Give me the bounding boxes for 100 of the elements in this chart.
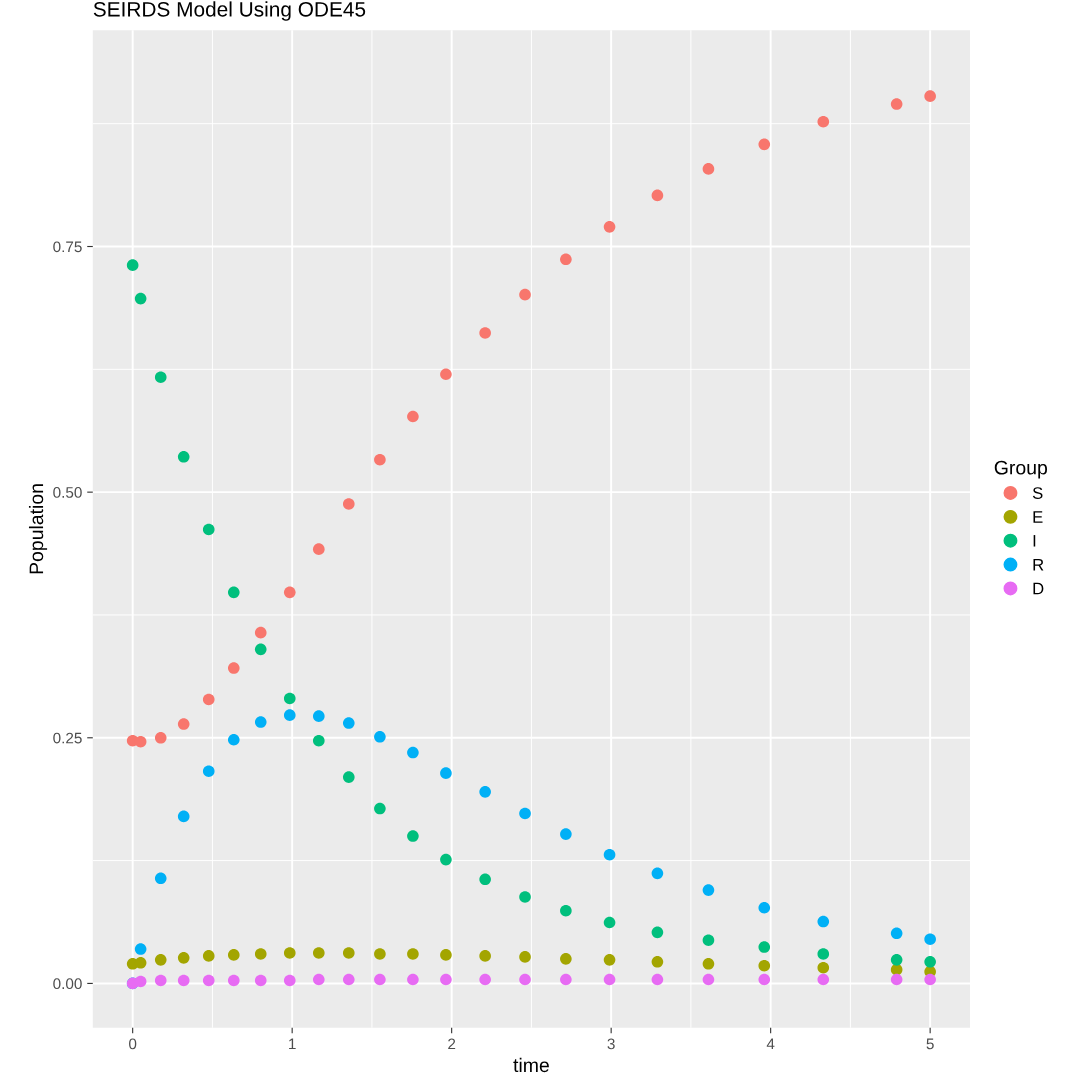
point — [342, 947, 355, 959]
point — [519, 807, 531, 820]
y-tick-label: 0.75 — [53, 241, 82, 253]
point — [283, 692, 296, 705]
point — [254, 643, 267, 656]
point — [560, 828, 572, 840]
y-tick-label: 0.00 — [53, 978, 82, 990]
point — [651, 926, 664, 939]
point — [374, 730, 386, 743]
point — [407, 973, 419, 986]
y-tick-label: 0.50 — [53, 487, 82, 498]
point — [560, 953, 572, 965]
point — [177, 974, 190, 987]
point — [651, 867, 664, 880]
legend-label: S — [1032, 487, 1043, 499]
point — [440, 767, 452, 779]
x-tick-label: 2 — [448, 1038, 456, 1050]
x-tick-label: 5 — [926, 1038, 934, 1050]
point — [479, 950, 491, 962]
point — [374, 802, 386, 815]
point — [342, 717, 355, 729]
x-tick-label: 1 — [289, 1038, 296, 1050]
point — [651, 973, 664, 986]
point — [227, 733, 240, 746]
point — [177, 450, 190, 463]
point — [603, 916, 616, 929]
point — [890, 954, 903, 966]
point — [603, 221, 616, 233]
point — [479, 327, 491, 339]
point — [407, 410, 419, 423]
legend-label: R — [1033, 558, 1044, 571]
point — [479, 873, 491, 886]
point — [519, 951, 531, 963]
point — [817, 961, 830, 974]
point — [519, 891, 531, 903]
point — [227, 586, 240, 599]
point — [560, 253, 572, 266]
point — [560, 904, 572, 917]
point — [702, 163, 715, 175]
point — [154, 954, 167, 966]
point — [519, 288, 531, 301]
point — [312, 734, 325, 747]
point — [407, 948, 419, 960]
point — [440, 368, 452, 381]
point — [312, 973, 325, 986]
point — [758, 138, 771, 151]
point — [758, 941, 771, 953]
point — [479, 786, 491, 798]
y-tick-label: 0.25 — [53, 732, 82, 744]
point — [254, 626, 267, 639]
point — [312, 543, 325, 555]
point — [890, 973, 903, 986]
point — [254, 716, 267, 728]
point — [702, 884, 715, 896]
point — [440, 973, 452, 986]
point — [202, 974, 215, 987]
point — [283, 586, 296, 599]
legend-label: E — [1033, 511, 1043, 523]
point — [342, 973, 355, 986]
point — [154, 974, 167, 987]
x-tick-label: 4 — [766, 1038, 775, 1050]
point — [924, 955, 936, 968]
point — [407, 746, 419, 759]
point — [890, 927, 903, 940]
point — [202, 693, 215, 706]
point — [134, 975, 147, 988]
point — [479, 973, 491, 986]
point — [374, 948, 386, 960]
point — [202, 765, 215, 777]
point — [603, 973, 616, 986]
point — [342, 498, 355, 510]
point — [312, 710, 325, 722]
point — [651, 955, 664, 968]
legend-label: I — [1033, 535, 1036, 547]
point — [924, 933, 936, 946]
y-axis-title: Population — [28, 484, 48, 574]
point — [440, 949, 452, 961]
point — [924, 90, 936, 102]
point — [519, 973, 531, 986]
point — [154, 872, 167, 885]
point — [202, 950, 215, 962]
point — [817, 115, 830, 128]
x-axis-title: time — [513, 1057, 549, 1073]
point — [154, 731, 167, 744]
x-tick-label: 3 — [607, 1038, 615, 1050]
point — [407, 830, 419, 842]
point — [440, 853, 452, 866]
legend-label: D — [1033, 582, 1044, 595]
point — [702, 973, 715, 986]
point — [817, 973, 830, 986]
point — [227, 949, 240, 961]
point — [758, 901, 771, 914]
chart-title: SEIRDS Model Using ODE45 — [93, 1, 366, 21]
point — [154, 371, 167, 383]
point — [254, 948, 267, 960]
point — [126, 259, 139, 271]
point — [603, 848, 616, 861]
point — [283, 709, 296, 721]
point — [227, 974, 240, 987]
point — [374, 453, 386, 466]
